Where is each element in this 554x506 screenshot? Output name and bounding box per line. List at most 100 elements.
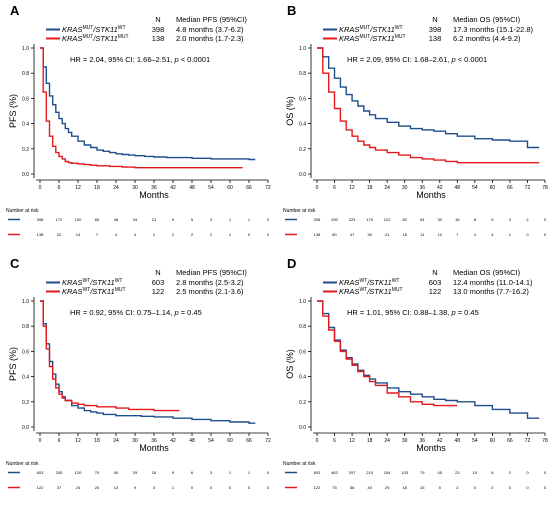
risk-count: 7 bbox=[456, 232, 459, 237]
legend-n: 122 bbox=[152, 287, 165, 296]
x-tick-label: 0 bbox=[39, 438, 42, 444]
risk-count: 79 bbox=[420, 470, 425, 475]
risk-count: 0 bbox=[229, 485, 232, 490]
x-tick-label: 60 bbox=[490, 185, 496, 191]
y-tick-label: 0.4 bbox=[22, 375, 29, 381]
x-tick-label: 66 bbox=[507, 185, 513, 191]
y-tick-label: 0.6 bbox=[22, 96, 29, 102]
legend-median: 2.5 months (2.1-3.6) bbox=[176, 287, 244, 296]
risk-count: 0 bbox=[544, 217, 547, 222]
y-tick-label: 1.0 bbox=[299, 299, 306, 305]
legend-n: 603 bbox=[152, 278, 165, 287]
risk-count: 2 bbox=[526, 217, 529, 222]
legend-header-median: Median OS (95%CI) bbox=[453, 268, 521, 277]
km-curve-red bbox=[40, 47, 243, 169]
risk-count: 122 bbox=[314, 485, 321, 490]
risk-count: 4 bbox=[115, 232, 118, 237]
y-tick-label: 0.6 bbox=[22, 349, 29, 355]
risk-count: 0 bbox=[191, 485, 194, 490]
km-chart-c: C0.00.20.40.60.81.00 6 12 18 24 30 36 42 48 54 60 6… bbox=[6, 256, 271, 490]
y-tick-label: 1.0 bbox=[22, 299, 29, 305]
legend-header-n: N bbox=[432, 268, 437, 277]
y-tick-label: 0.0 bbox=[22, 172, 29, 178]
risk-count: 9 bbox=[172, 217, 175, 222]
x-tick-label: 18 bbox=[94, 438, 100, 444]
y-tick-label: 0.6 bbox=[299, 349, 306, 355]
x-tick-label: 6 bbox=[58, 185, 61, 191]
legend-series-name: KRASMUT/STK11WT bbox=[62, 25, 126, 34]
x-tick-label: 18 bbox=[367, 185, 373, 191]
x-axis-label: Months bbox=[139, 443, 169, 453]
risk-count: 14 bbox=[76, 232, 81, 237]
risk-count: 5 bbox=[491, 217, 494, 222]
panel-label: D bbox=[287, 256, 296, 271]
legend-header-median: Median PFS (95%CI) bbox=[176, 268, 247, 277]
x-tick-label: 42 bbox=[437, 438, 443, 444]
x-tick-label: 42 bbox=[170, 185, 176, 191]
risk-count: 10 bbox=[473, 470, 478, 475]
risk-count: 1 bbox=[248, 470, 251, 475]
risk-count: 65 bbox=[95, 217, 100, 222]
risk-count: 138 bbox=[314, 232, 321, 237]
hr-annotation: HR = 1.01, 95% CI: 0.88–1.38, p = 0.45 bbox=[347, 308, 479, 317]
y-tick-label: 0.8 bbox=[299, 71, 306, 77]
risk-count: 2 bbox=[509, 470, 512, 475]
risk-count: 4 bbox=[474, 232, 477, 237]
risk-count: 16 bbox=[455, 217, 460, 222]
risk-count: 11 bbox=[420, 232, 425, 237]
risk-count: 0 bbox=[474, 485, 477, 490]
risk-count: 9 bbox=[134, 485, 137, 490]
legend-series-name: KRASWT/STK11MUT bbox=[339, 287, 403, 296]
x-tick-label: 54 bbox=[472, 185, 478, 191]
risk-count: 205 bbox=[56, 470, 63, 475]
risk-count: 0 bbox=[210, 485, 213, 490]
risk-count: 0 bbox=[509, 485, 512, 490]
risk-count: 15 bbox=[420, 485, 425, 490]
legend-header-n: N bbox=[155, 15, 160, 24]
risk-count: 34 bbox=[133, 217, 138, 222]
hr-annotation: HR = 2.04, 95% CI: 1.66–2.51, p < 0.0001 bbox=[70, 55, 210, 64]
risk-count: 2 bbox=[191, 232, 194, 237]
km-curve-red bbox=[317, 300, 458, 407]
panel-label: C bbox=[10, 256, 20, 271]
legend-n: 398 bbox=[152, 25, 165, 34]
risk-count: 603 bbox=[314, 470, 321, 475]
risk-count: 0 bbox=[267, 485, 270, 490]
risk-count: 82 bbox=[402, 217, 407, 222]
risk-count: 100 bbox=[75, 217, 82, 222]
risk-table-title: Number at risk bbox=[283, 208, 316, 214]
risk-table-title: Number at risk bbox=[283, 461, 316, 467]
legend-n: 398 bbox=[429, 25, 442, 34]
y-tick-label: 0.0 bbox=[299, 425, 306, 431]
risk-count: 30 bbox=[438, 217, 443, 222]
x-tick-label: 54 bbox=[472, 438, 478, 444]
x-tick-label: 36 bbox=[419, 438, 425, 444]
risk-count: 1 bbox=[248, 217, 251, 222]
risk-count: 0 bbox=[248, 485, 251, 490]
panel-label: B bbox=[287, 3, 296, 18]
y-tick-label: 0.2 bbox=[22, 147, 29, 153]
x-axis-label: Months bbox=[416, 190, 446, 200]
legend-series-name: KRASMUT/STK11MUT bbox=[62, 34, 129, 43]
risk-count: 24 bbox=[76, 485, 81, 490]
x-tick-label: 24 bbox=[384, 185, 390, 191]
x-tick-label: 60 bbox=[490, 438, 496, 444]
x-tick-label: 18 bbox=[367, 438, 373, 444]
risk-count: 462 bbox=[331, 470, 338, 475]
risk-count: 30 bbox=[367, 232, 372, 237]
y-tick-label: 0.2 bbox=[299, 400, 306, 406]
legend-median: 17.3 months (15.1-22.8) bbox=[453, 25, 534, 34]
x-tick-label: 12 bbox=[75, 185, 81, 191]
risk-count: 2 bbox=[153, 232, 156, 237]
x-axis-label: Months bbox=[416, 443, 446, 453]
x-tick-label: 60 bbox=[227, 438, 233, 444]
legend-median: 2.8 months (2.5-3.2) bbox=[176, 278, 244, 287]
x-tick-label: 30 bbox=[132, 185, 138, 191]
x-tick-label: 12 bbox=[75, 438, 81, 444]
x-tick-label: 18 bbox=[94, 185, 100, 191]
x-tick-label: 0 bbox=[316, 185, 319, 191]
risk-count: 210 bbox=[366, 470, 373, 475]
risk-count: 398 bbox=[314, 217, 321, 222]
risk-count: 10 bbox=[438, 232, 443, 237]
x-tick-label: 66 bbox=[246, 185, 252, 191]
